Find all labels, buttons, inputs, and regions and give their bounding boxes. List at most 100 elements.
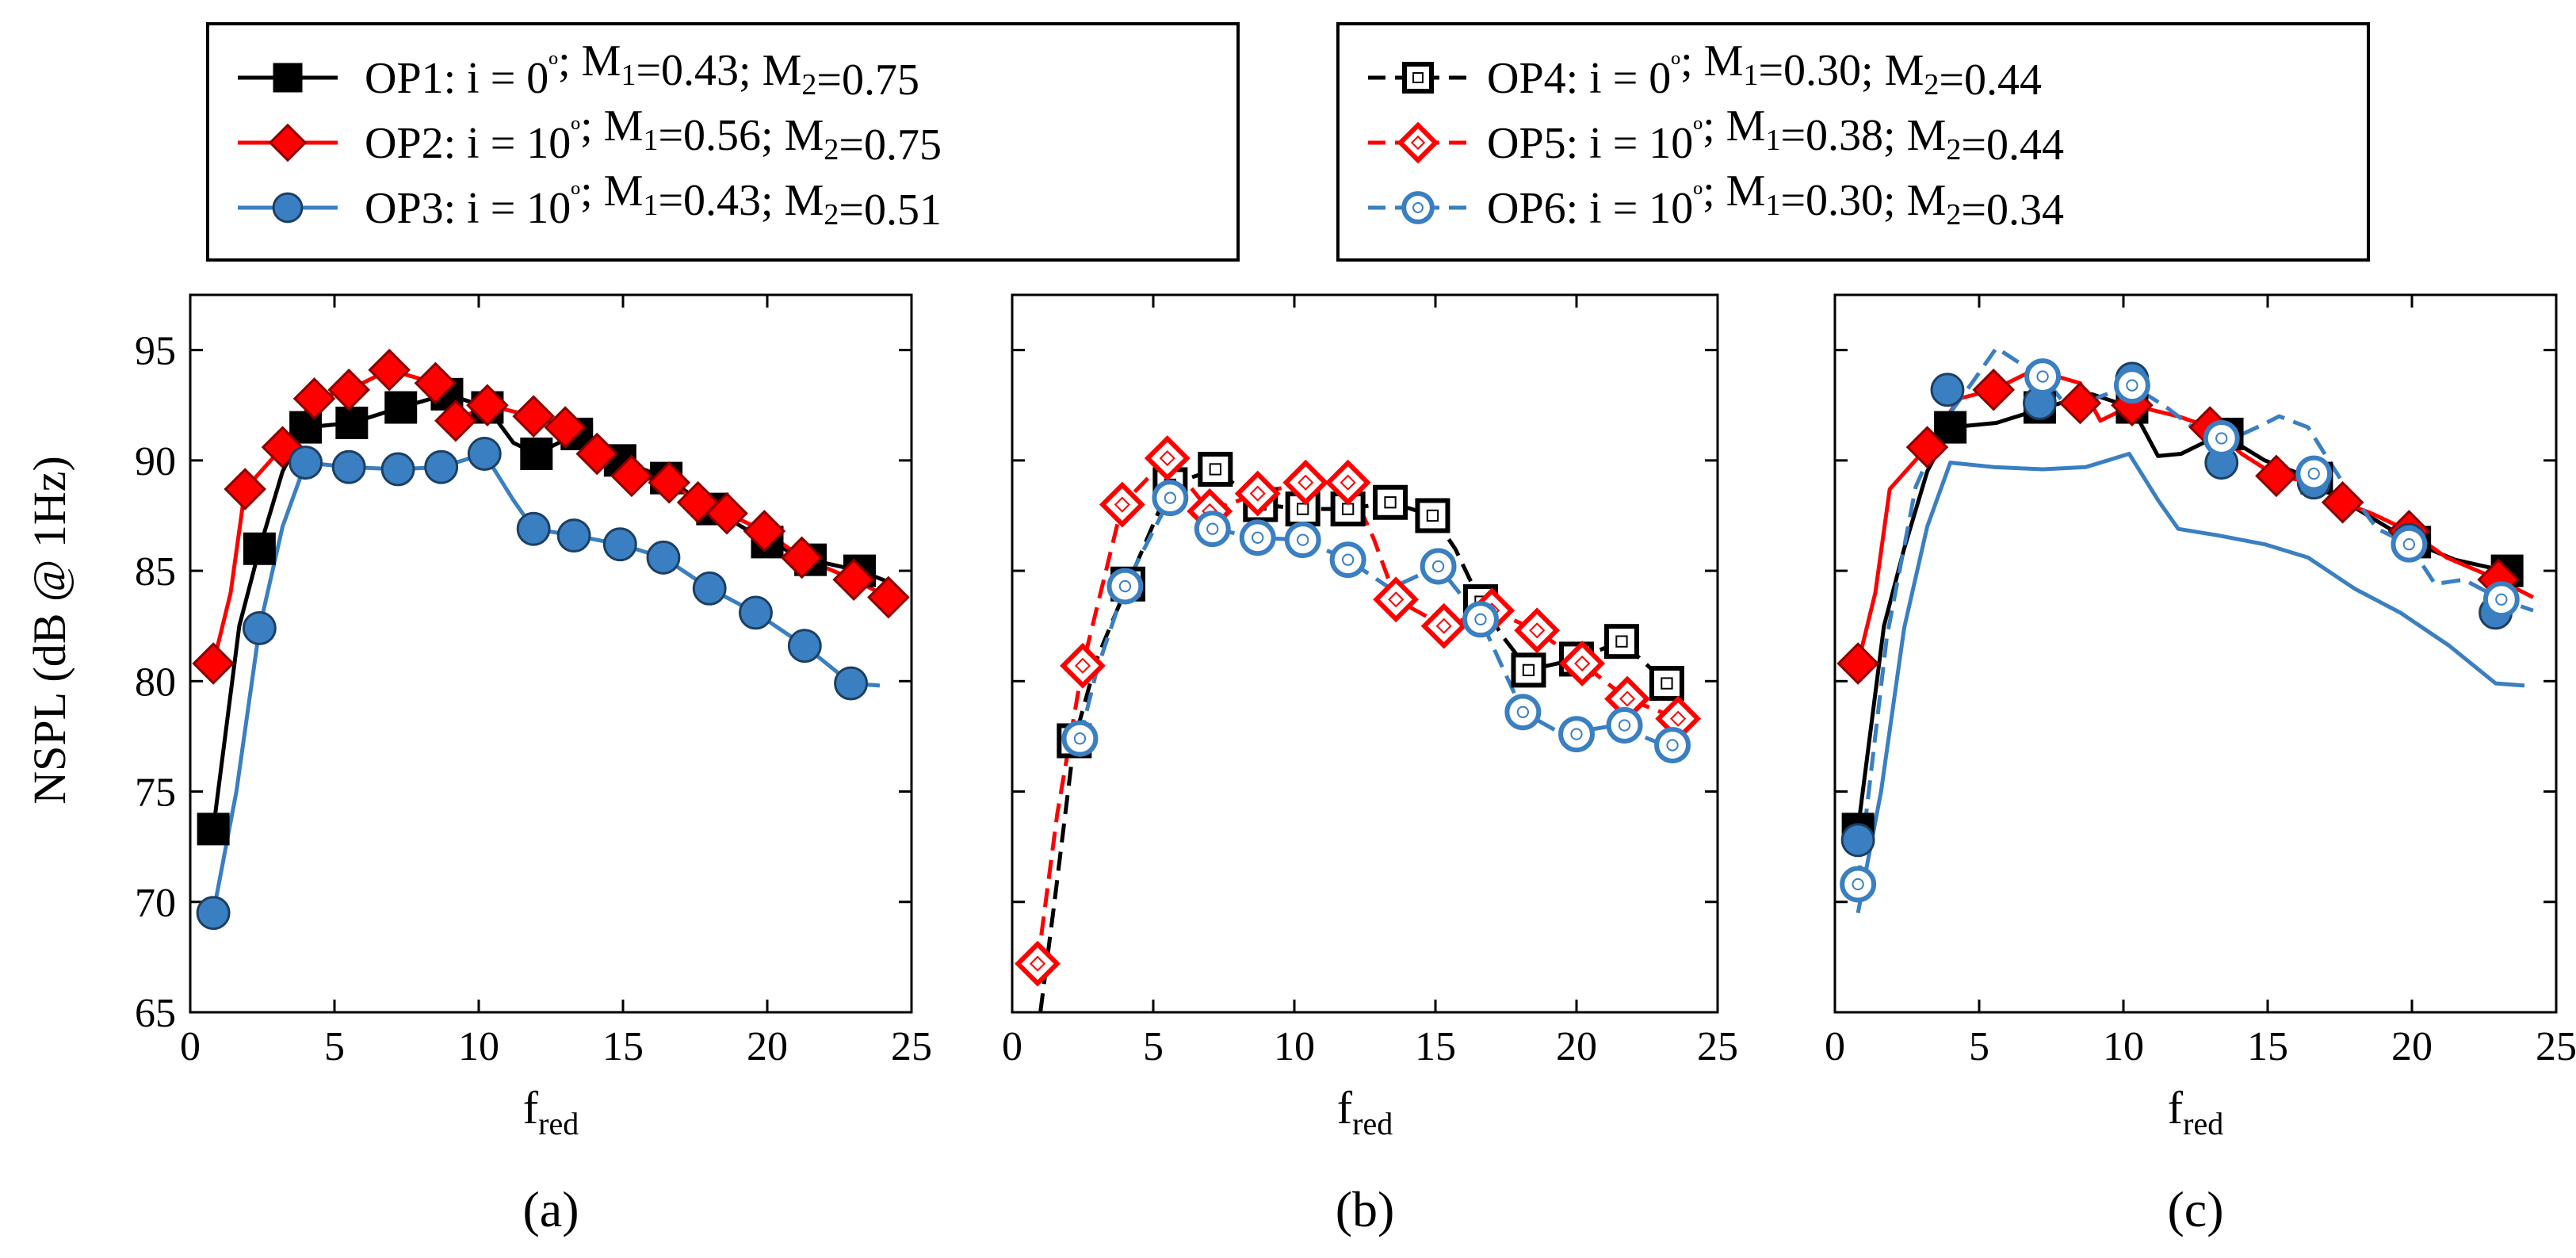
y-tick-label: 80 xyxy=(135,660,176,705)
data-point-op3 xyxy=(289,445,323,480)
data-point-op4-inner xyxy=(1615,635,1628,648)
data-point-op1 xyxy=(1934,411,1967,444)
data-point-op1 xyxy=(197,813,230,846)
legend-right-frame xyxy=(1336,22,2370,262)
data-point-op2 xyxy=(832,558,876,602)
data-point-op6-inner xyxy=(1164,491,1177,504)
data-point-op6 xyxy=(2482,581,2520,618)
data-point-op6 xyxy=(1654,727,1691,764)
data-point-op3 xyxy=(692,571,727,606)
data-point-op2 xyxy=(224,468,266,510)
data-point-op6 xyxy=(1106,568,1144,605)
data-point-op6-inner xyxy=(2495,593,2508,606)
data-point-op5 xyxy=(1559,640,1606,686)
data-point-op2 xyxy=(867,575,910,619)
data-point-op6 xyxy=(1558,716,1595,753)
legend-label-op1: OP1: i = 0º; M1=0.43; M2=0.75 xyxy=(365,36,919,105)
data-point-op3 xyxy=(602,527,637,562)
x-tick-label: 20 xyxy=(2391,1024,2433,1069)
x-axis-label: fred xyxy=(523,1082,579,1141)
legend-marker-op1 xyxy=(273,63,303,93)
data-point-op6-inner xyxy=(1474,613,1487,625)
panel-b: 0 5 10 15 20 25 fred (b) xyxy=(1002,293,1738,1237)
x-tick-label: 25 xyxy=(891,1024,932,1069)
legend-left-frame xyxy=(206,22,1240,262)
data-point-op5-inner xyxy=(1298,474,1314,491)
x-tick-label: 0 xyxy=(1002,1024,1022,1069)
data-point-op5-inner xyxy=(1114,496,1130,513)
data-point-op6-inner xyxy=(2036,370,2049,383)
legend-marker-op6 xyxy=(1401,191,1435,224)
data-point-op4-inner xyxy=(1522,663,1535,677)
data-point-op6-inner xyxy=(2307,467,2320,480)
legend-marker-op6-inner xyxy=(1412,202,1424,213)
data-point-op2 xyxy=(2058,381,2102,425)
data-point-op6-inner xyxy=(1206,522,1219,535)
data-point-op3 xyxy=(1840,823,1875,858)
data-point-op3 xyxy=(331,449,366,484)
legend-entry-op5: OP5: i = 10º; M1=0.38; M2=0.44 xyxy=(1368,101,2064,170)
data-point-op6 xyxy=(1239,519,1276,556)
series-line-op4 xyxy=(1038,467,1680,1012)
data-point-op2 xyxy=(1836,642,1879,685)
data-point-op6 xyxy=(1061,720,1099,757)
plot-frame xyxy=(1011,293,1719,1014)
legend-entry-op3: OP3: i = 10º; M1=0.43; M2=0.51 xyxy=(238,166,942,235)
legend-marker-op4-inner xyxy=(1412,72,1424,83)
legend-label-op6: OP6: i = 10º; M1=0.30; M2=0.34 xyxy=(1487,166,2064,235)
data-point-op4 xyxy=(1198,451,1233,487)
data-point-op1 xyxy=(335,407,369,440)
data-point-op1 xyxy=(520,437,553,470)
data-point-op3 xyxy=(467,437,502,471)
data-point-op6-inner xyxy=(1073,732,1087,745)
y-axis-label: NSPL (dB @ 1Hz) xyxy=(24,456,75,805)
legend-marker-op3 xyxy=(272,192,304,224)
data-point-op6 xyxy=(1606,707,1643,744)
data-point-op6-inner xyxy=(2126,379,2138,392)
data-point-op4 xyxy=(1415,498,1450,533)
data-point-op3 xyxy=(516,511,551,546)
x-tick-label: 25 xyxy=(2536,1024,2576,1069)
data-point-op2 xyxy=(434,399,477,442)
y-tick-label: 75 xyxy=(135,770,176,816)
data-point-op5-inner xyxy=(1340,474,1356,491)
data-point-op3 xyxy=(1930,373,1965,407)
series-line-op1 xyxy=(1856,392,2505,830)
data-point-op4 xyxy=(1511,652,1546,688)
data-point-op6-inner xyxy=(2215,432,2228,445)
data-point-op2 xyxy=(192,642,235,685)
data-point-op6-inner xyxy=(1431,560,1445,573)
x-tick-label: 5 xyxy=(1143,1024,1164,1069)
data-point-op3 xyxy=(646,540,681,575)
data-point-op2 xyxy=(2321,480,2364,524)
data-point-op6-inner xyxy=(1252,531,1264,544)
panel-label: (a) xyxy=(522,1181,579,1237)
data-point-op6 xyxy=(1284,522,1321,559)
data-point-op6 xyxy=(2024,358,2062,395)
data-point-op6-inner xyxy=(1570,728,1583,740)
data-point-op5-inner xyxy=(1249,485,1266,502)
y-tick-label: 90 xyxy=(135,439,176,484)
data-point-op6-inner xyxy=(1118,579,1132,593)
data-point-op5 xyxy=(1015,940,1061,987)
data-point-op4 xyxy=(1649,666,1684,702)
data-point-op6 xyxy=(1462,601,1499,638)
panel-c: 0 5 10 15 20 25 fred (c) xyxy=(1825,293,2576,1237)
data-point-op2 xyxy=(705,491,748,535)
data-point-op6-inner xyxy=(1516,705,1530,718)
data-point-op6 xyxy=(1840,866,1877,903)
data-point-op5 xyxy=(1282,459,1329,506)
data-point-op3 xyxy=(196,896,231,931)
data-point-op1 xyxy=(243,532,276,565)
data-point-op3 xyxy=(242,611,277,645)
data-point-op6 xyxy=(2391,526,2428,563)
legend-label-op3: OP3: i = 10º; M1=0.43; M2=0.51 xyxy=(365,166,942,235)
x-tick-label: 20 xyxy=(747,1024,788,1069)
data-point-op6 xyxy=(2113,367,2150,404)
data-point-op3 xyxy=(556,518,591,553)
data-point-op5-inner xyxy=(1074,657,1091,674)
x-axis-label: fred xyxy=(1337,1082,1393,1141)
